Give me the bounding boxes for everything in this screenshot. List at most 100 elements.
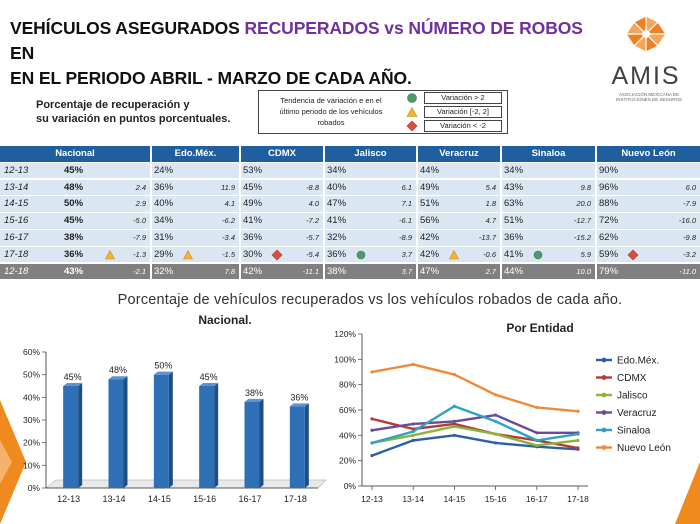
red-diamond-icon <box>406 120 418 132</box>
percentage-value: 29% <box>154 248 174 260</box>
series-point <box>370 454 374 458</box>
series-point <box>494 441 498 445</box>
year-label: 14-15 <box>4 198 29 210</box>
variation-value: -6.2 <box>222 216 235 226</box>
bar <box>289 406 305 488</box>
bar-chart-y-tick-label: 10% <box>23 460 40 470</box>
table-header-cell: Nacional <box>0 146 150 162</box>
bar <box>63 386 79 488</box>
line-chart-title: Por Entidad <box>506 321 574 335</box>
line-chart-x-tick-label: 15-16 <box>485 494 507 504</box>
table-cell: 40% 6.1 <box>325 179 416 196</box>
variation-value: 7.8 <box>224 266 235 276</box>
bar-data-label: 45% <box>64 372 82 382</box>
table-cell: 42% -11.1 <box>241 263 323 280</box>
table-cell: 32% 7.8 <box>152 263 239 280</box>
legend-swatch-marker <box>601 410 607 415</box>
series-point <box>576 438 580 442</box>
percentage-value: 42% <box>243 265 263 277</box>
bar-side <box>78 383 83 488</box>
variation-value: 2.4 <box>135 182 146 192</box>
variation-value: 3.7 <box>401 266 412 276</box>
legend-item-down: Variación < -2 <box>404 120 504 132</box>
variation-value: 2.9 <box>135 199 146 209</box>
table-header-cell: Edo.Méx. <box>152 146 239 162</box>
table-header-row: Nacional Edo.Méx. CDMX Jalisco Veracruz Sinal… <box>0 146 700 162</box>
percentage-value: 32% <box>327 232 347 243</box>
variation-value: 4.7 <box>485 216 496 226</box>
variation-value: -11.0 <box>679 266 696 276</box>
percentage-value: 47% <box>420 265 440 277</box>
percentage-value: 49% <box>420 181 440 193</box>
legend-label: Jalisco <box>617 391 648 402</box>
table-cell: 34% <box>325 162 416 179</box>
table-subtitle: Porcentaje de recuperación y su variació… <box>36 98 230 126</box>
percentage-value: 38% <box>327 265 347 277</box>
table-cell: 44% <box>418 162 500 179</box>
table-cell: 30% -5.4 <box>241 246 323 263</box>
yellow-triangle-icon <box>406 106 418 117</box>
series-point <box>494 413 498 417</box>
variation-value: -3.2 <box>683 249 696 259</box>
table-cell: 34% -6.2 <box>152 213 239 229</box>
table-cell: 72% -16.0 <box>597 213 700 229</box>
percentage-value: 79% <box>599 265 619 277</box>
bar-chart-title: Nacional. <box>198 313 252 327</box>
table-header-cell: Jalisco <box>325 146 416 162</box>
bar-top <box>108 376 128 380</box>
title-line-2: EN EL PERIODO ABRIL - MARZO DE CADA AÑO. <box>10 68 412 88</box>
percentage-value: 45% <box>243 181 263 193</box>
series-point <box>452 372 456 377</box>
series-line <box>371 434 579 457</box>
percentage-value: 42% <box>420 232 440 243</box>
series-point <box>452 404 456 408</box>
table-cell: 43% 9.8 <box>502 179 595 196</box>
percentage-value: 38% <box>64 232 84 243</box>
variation-value: -5.0 <box>133 216 146 226</box>
table-cell: 79% -11.0 <box>597 263 700 280</box>
table-row: 14-15 50% 2.9 40% 4.1 49% 4.0 47% 7.1 51% 1.8 63% 20… <box>0 196 700 212</box>
yellow-triangle-icon <box>183 249 193 260</box>
variation-value: 3.7 <box>401 249 412 259</box>
bar-side <box>259 398 264 488</box>
logo-name: AMIS <box>611 62 681 90</box>
green-circle-icon <box>407 93 417 103</box>
table-header-cell: Sinaloa <box>502 146 595 162</box>
table-cell: 47% 7.1 <box>325 196 416 212</box>
line-chart-y-tick-label: 60% <box>339 405 356 415</box>
percentage-value: 40% <box>154 198 174 210</box>
table-row: 13-14 48% 2.4 36% 11.9 45% -8.8 40% 6.1 49% 5.4 43%… <box>0 179 700 196</box>
variation-value: -15.2 <box>573 233 591 242</box>
table-cell: 96% 6.0 <box>597 179 700 196</box>
percentage-value: 59% <box>599 248 619 260</box>
legend-item-up: Variación > 2 <box>404 92 504 104</box>
series-point <box>411 429 415 434</box>
series-point <box>370 417 374 421</box>
line-chart-y-tick-label: 20% <box>339 456 356 466</box>
table-cell: 59% -3.2 <box>597 246 700 263</box>
variation-value: -5.7 <box>306 233 319 242</box>
percentage-value: 51% <box>504 215 524 227</box>
title-part-a: VEHÍCULOS ASEGURADOS <box>10 18 245 38</box>
table-cell: 53% <box>241 162 323 179</box>
series-point <box>494 419 498 423</box>
variation-value: 20.0 <box>576 199 591 209</box>
year-label: 12-13 <box>4 164 29 176</box>
variation-value: -11.1 <box>302 266 319 276</box>
year-label: 13-14 <box>4 181 29 193</box>
logo-subtitle: ASOCIACIÓN MEXICANA DE INSTITUCIONES DE … <box>615 92 682 102</box>
series-point <box>535 443 539 448</box>
bar-top <box>244 398 264 402</box>
bar-chart-y-tick-label: 30% <box>23 415 40 425</box>
variation-value: -13.7 <box>478 233 496 242</box>
percentage-value: 41% <box>327 215 347 227</box>
variation-value: -2.1 <box>133 266 146 276</box>
legend-label: CDMX <box>617 373 647 384</box>
table-row: 12-13 45% 24% 53% 34% 44% 34% 90% <box>0 162 700 179</box>
legend-swatch-marker <box>601 392 607 398</box>
variation-value: -9.8 <box>683 233 696 242</box>
series-line <box>371 425 579 447</box>
bar-side <box>168 371 173 488</box>
line-chart-x-tick-label: 13-14 <box>402 494 424 504</box>
table-cell: 24% <box>152 162 239 179</box>
